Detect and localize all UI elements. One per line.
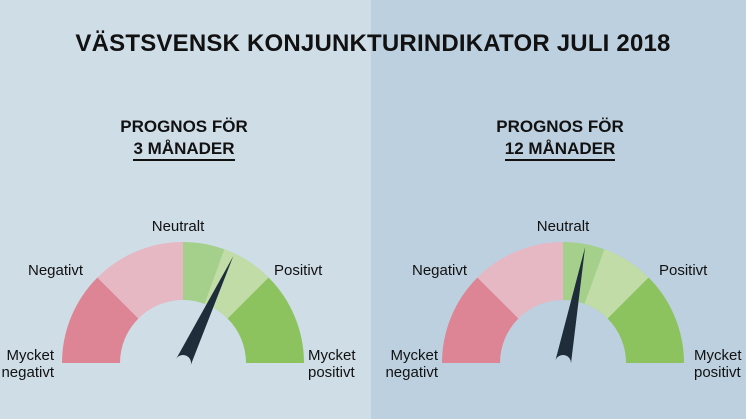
- label-very-positive-line2: positivt: [308, 364, 355, 381]
- segment-negative: [477, 242, 563, 319]
- segment-negative: [97, 242, 183, 319]
- segment-positive: [584, 249, 649, 319]
- heading-line1: PROGNOS FÖR: [496, 117, 624, 136]
- label-very-positive-line1: Mycket: [694, 347, 742, 364]
- label-negative: Negativt: [28, 262, 84, 279]
- segment-very-positive: [607, 277, 684, 363]
- segment-positive: [204, 249, 269, 319]
- label-very-negative-line1: Mycket: [6, 347, 54, 364]
- label-very-positive: Mycket positivt: [308, 347, 356, 381]
- segment-very-positive: [227, 277, 304, 363]
- gauge-3-months: [62, 242, 304, 367]
- label-positive: Positivt: [659, 262, 708, 279]
- segment-very-negative: [442, 277, 519, 363]
- label-negative: Negativt: [412, 262, 468, 279]
- label-neutral: Neutralt: [151, 218, 205, 235]
- label-very-negative: Mycket negativt: [366, 347, 438, 381]
- gauge-needle: [175, 256, 234, 367]
- forecast-heading-12-months: PROGNOS FÖR 12 MÅNADER: [440, 116, 680, 161]
- label-very-positive: Mycket positivt: [694, 347, 742, 381]
- label-positive: Positivt: [274, 262, 323, 279]
- page-title: VÄSTSVENSK KONJUNKTURINDIKATOR JULI 2018: [75, 30, 671, 57]
- label-neutral: Neutralt: [536, 218, 590, 235]
- gauge-needle: [555, 247, 586, 365]
- heading-line2: 3 MÅNADER: [133, 139, 235, 161]
- heading-line1: PROGNOS FÖR: [120, 117, 248, 136]
- label-very-negative: Mycket negativt: [0, 347, 54, 381]
- gauge-12-months: [442, 242, 684, 365]
- label-very-negative-line2: negativt: [1, 364, 54, 381]
- label-very-negative-line1: Mycket: [390, 347, 438, 364]
- label-very-positive-line1: Mycket: [308, 347, 356, 364]
- label-very-positive-line2: positivt: [694, 364, 741, 381]
- forecast-heading-3-months: PROGNOS FÖR 3 MÅNADER: [64, 116, 304, 161]
- heading-line2: 12 MÅNADER: [504, 139, 616, 161]
- label-very-negative-line2: negativt: [385, 364, 438, 381]
- segment-very-negative: [62, 277, 139, 363]
